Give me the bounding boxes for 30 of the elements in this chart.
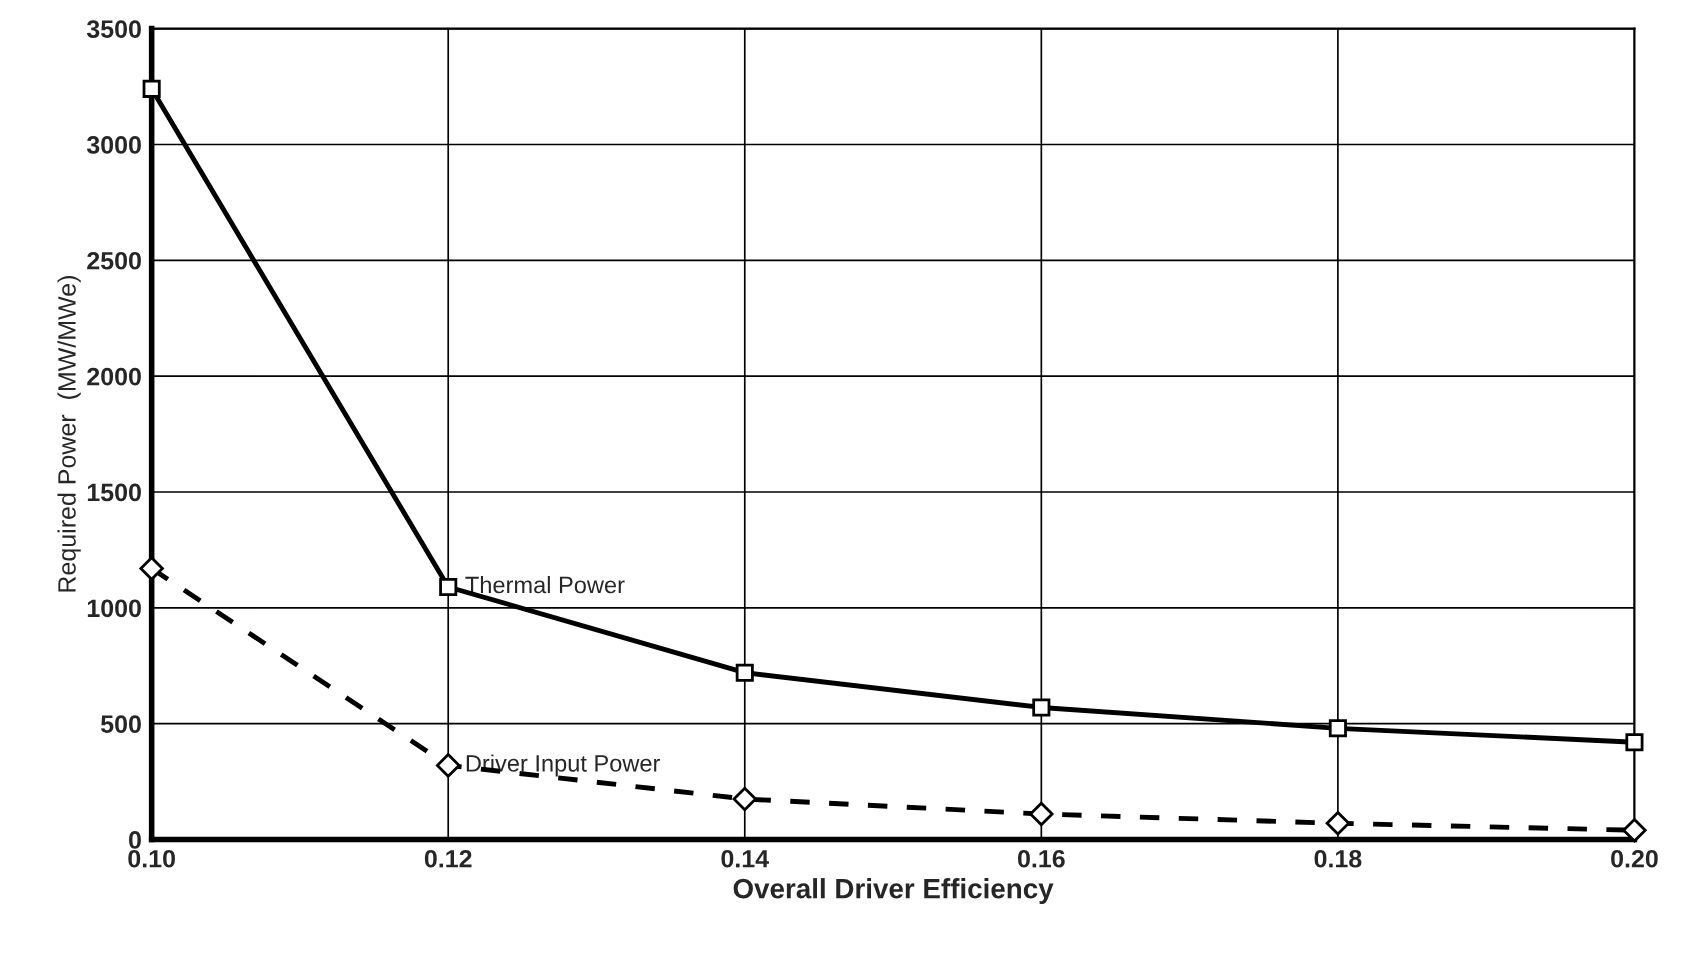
- point: [1625, 733, 1644, 752]
- x-axis-title: Overall Driver Efficiency: [733, 878, 1054, 904]
- x-tick-label: 0.12: [424, 849, 472, 868]
- series-label: Driver Input Power: [466, 754, 660, 777]
- y-tick-label: 1500: [87, 483, 141, 502]
- x-tick-label: 0.14: [721, 849, 769, 868]
- x-tick-label: 0.10: [128, 849, 175, 868]
- point: [139, 556, 164, 581]
- point: [439, 577, 458, 597]
- point: [1032, 698, 1051, 717]
- point: [732, 786, 757, 812]
- y-tick-label: 1000: [87, 599, 141, 618]
- series-label: Thermal Power: [465, 575, 625, 594]
- point: [436, 753, 461, 778]
- y-tick-label: 3500: [86, 20, 141, 38]
- y-axis-title: Required Power (MW/MWe): [57, 276, 81, 592]
- x-tick-label: 0.18: [1314, 849, 1362, 868]
- y-tick-label: 2000: [87, 367, 141, 386]
- point: [1328, 719, 1347, 738]
- point: [142, 79, 161, 98]
- point: [1622, 818, 1647, 843]
- y-tick-label: 0: [129, 831, 141, 849]
- x-tick-label: 0.16: [1017, 849, 1065, 868]
- point: [735, 663, 754, 682]
- y-tick-label: 2500: [87, 251, 141, 270]
- point: [1325, 811, 1351, 836]
- y-tick-label: 3000: [86, 136, 141, 154]
- point: [1029, 801, 1054, 827]
- y-tick-label: 500: [100, 715, 141, 733]
- x-tick-label: 0.20: [1611, 849, 1658, 868]
